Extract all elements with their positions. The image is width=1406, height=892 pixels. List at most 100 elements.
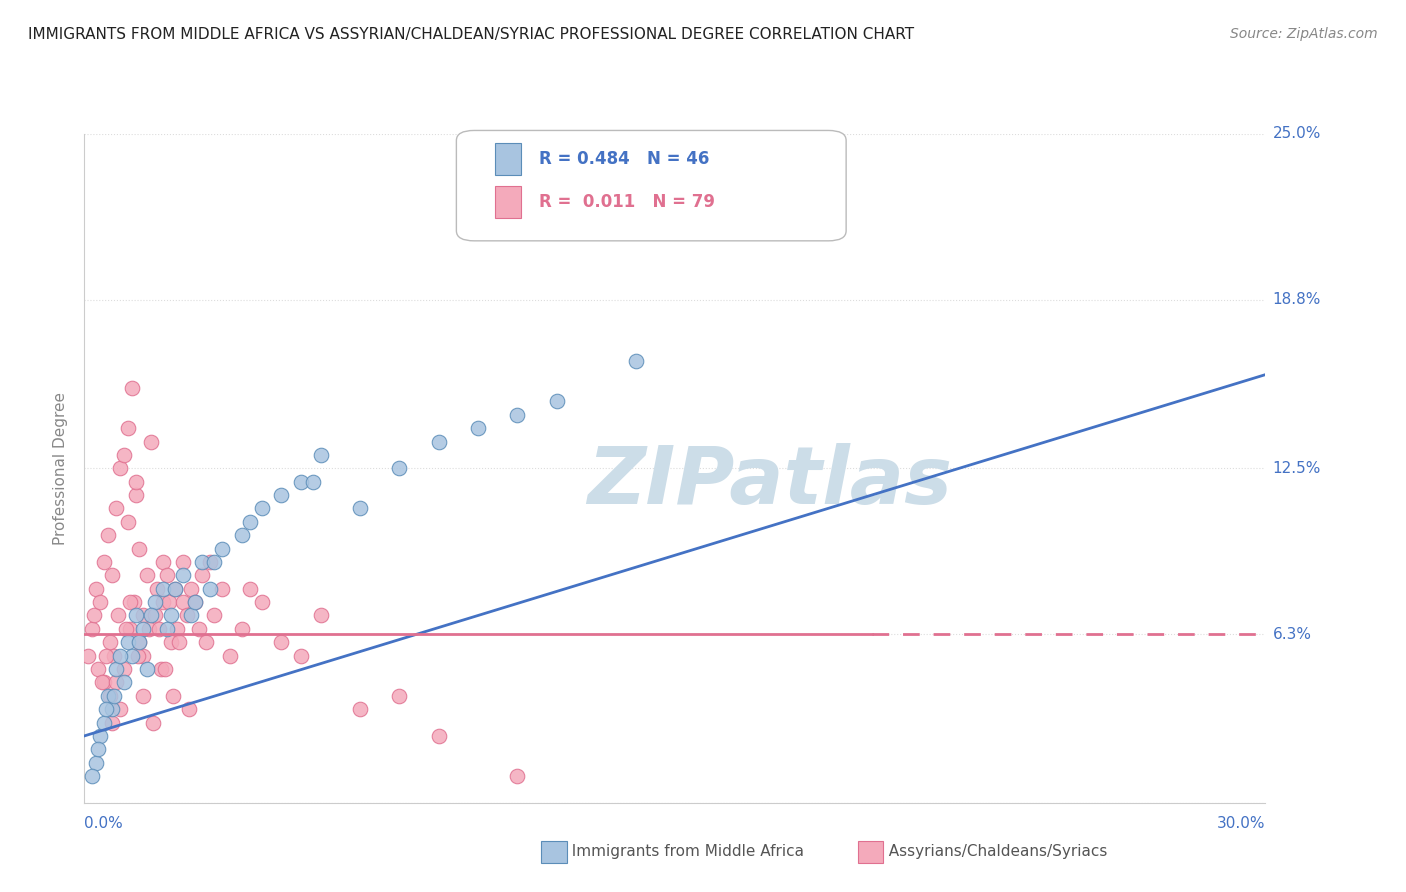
Point	[103, 689, 125, 703]
Point	[136, 568, 159, 582]
Point	[132, 648, 155, 663]
Point	[117, 515, 139, 529]
Point	[202, 555, 225, 569]
Point	[187, 622, 209, 636]
Point	[349, 702, 371, 716]
Point	[103, 648, 125, 663]
Point	[172, 555, 194, 569]
Point	[104, 662, 127, 676]
Point	[467, 421, 489, 435]
Point	[143, 608, 166, 623]
Point	[195, 635, 218, 649]
Point	[152, 555, 174, 569]
Point	[97, 689, 120, 703]
Point	[87, 662, 110, 676]
Bar	[495, 186, 522, 219]
Point	[94, 648, 117, 663]
Point	[84, 756, 107, 770]
Point	[82, 622, 104, 636]
Point	[97, 528, 120, 542]
Point	[506, 769, 529, 783]
Y-axis label: Professional Degree: Professional Degree	[53, 392, 69, 545]
Point	[191, 555, 214, 569]
Point	[180, 608, 202, 623]
Point	[150, 662, 173, 676]
Point	[117, 421, 139, 435]
Point	[703, 220, 725, 235]
Point	[127, 648, 149, 663]
Point	[146, 582, 169, 596]
Text: Immigrants from Middle Africa: Immigrants from Middle Africa	[562, 845, 804, 859]
Point	[427, 434, 450, 449]
Text: 30.0%: 30.0%	[1218, 816, 1265, 831]
Point	[132, 622, 155, 636]
Point	[128, 635, 150, 649]
Point	[156, 622, 179, 636]
Point	[250, 595, 273, 609]
Point	[148, 622, 170, 636]
Point	[162, 689, 184, 703]
Point	[108, 461, 131, 475]
Point	[122, 595, 145, 609]
Point	[112, 662, 135, 676]
Point	[94, 702, 117, 716]
Point	[506, 408, 529, 422]
Point	[270, 488, 292, 502]
Point	[211, 541, 233, 556]
Point	[153, 662, 176, 676]
Point	[108, 648, 131, 663]
Point	[172, 595, 194, 609]
Text: ZIPatlas: ZIPatlas	[586, 442, 952, 521]
Point	[160, 635, 183, 649]
Text: 25.0%: 25.0%	[1272, 127, 1320, 141]
Point	[93, 675, 115, 690]
Point	[82, 769, 104, 783]
Point	[152, 595, 174, 609]
Point	[138, 622, 160, 636]
Point	[191, 568, 214, 582]
Point	[183, 595, 205, 609]
Point	[101, 568, 124, 582]
Point	[200, 555, 222, 569]
Point	[128, 541, 150, 556]
Text: 0.0%: 0.0%	[84, 816, 124, 831]
Point	[309, 448, 332, 462]
Point	[388, 689, 411, 703]
Point	[93, 715, 115, 730]
Text: Assyrians/Chaldeans/Syriacs: Assyrians/Chaldeans/Syriacs	[879, 845, 1107, 859]
Point	[211, 582, 233, 596]
Point	[301, 475, 323, 489]
Point	[112, 448, 135, 462]
Point	[624, 354, 647, 368]
Point	[118, 622, 141, 636]
Point	[124, 488, 146, 502]
Point	[84, 582, 107, 596]
Point	[160, 608, 183, 623]
Point	[124, 475, 146, 489]
Point	[89, 595, 111, 609]
Point	[104, 501, 127, 516]
Point	[132, 608, 155, 623]
Point	[128, 635, 150, 649]
Point	[121, 381, 143, 395]
Point	[77, 648, 100, 663]
Point	[270, 635, 292, 649]
Point	[141, 608, 163, 623]
Point	[177, 702, 200, 716]
Point	[98, 689, 121, 703]
Point	[124, 608, 146, 623]
Point	[250, 501, 273, 516]
Point	[121, 648, 143, 663]
Point	[163, 582, 186, 596]
Point	[546, 394, 568, 409]
Point	[231, 622, 253, 636]
Point	[114, 622, 136, 636]
Text: 18.8%: 18.8%	[1272, 293, 1320, 307]
Text: IMMIGRANTS FROM MIDDLE AFRICA VS ASSYRIAN/CHALDEAN/SYRIAC PROFESSIONAL DEGREE CO: IMMIGRANTS FROM MIDDLE AFRICA VS ASSYRIA…	[28, 27, 914, 42]
FancyBboxPatch shape	[457, 130, 846, 241]
Point	[231, 528, 253, 542]
Point	[290, 475, 312, 489]
Point	[107, 608, 129, 623]
Text: Source: ZipAtlas.com: Source: ZipAtlas.com	[1230, 27, 1378, 41]
Point	[101, 715, 124, 730]
